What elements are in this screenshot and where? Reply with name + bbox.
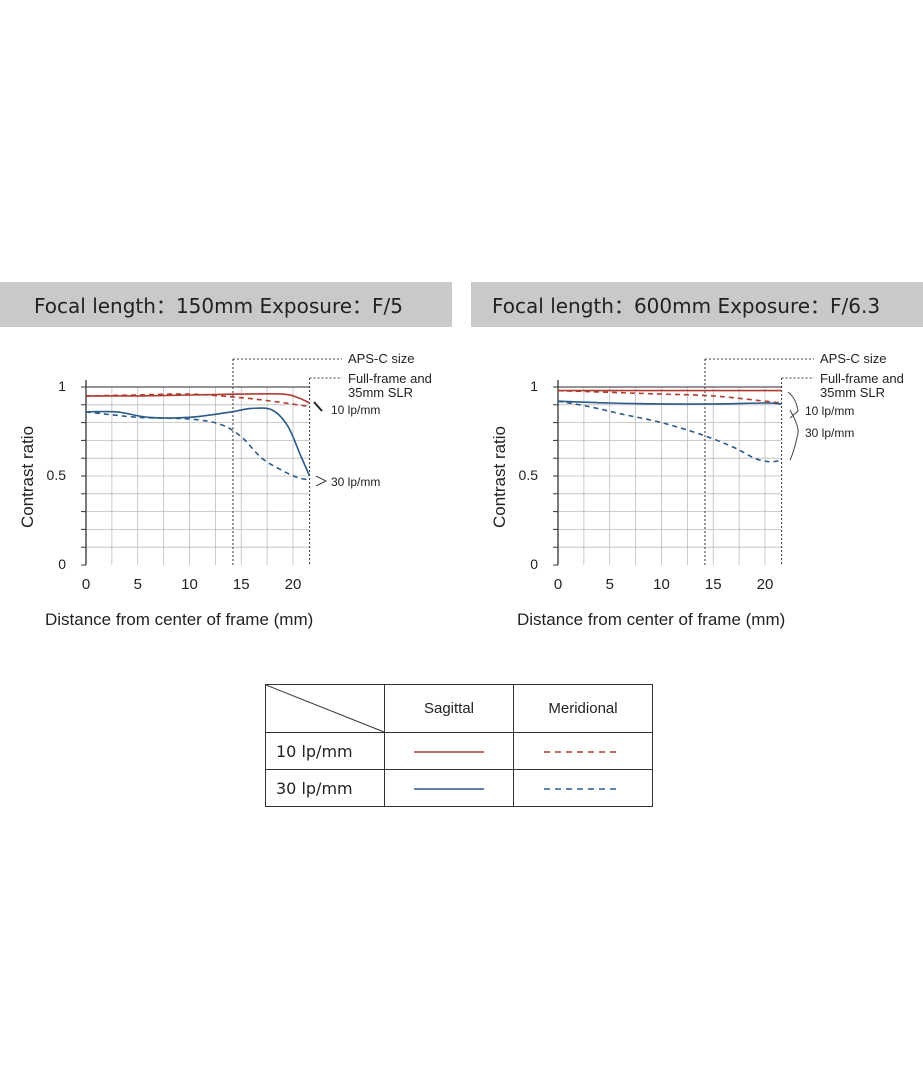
x-axis-title: Distance from center of frame (mm) [45,610,313,629]
legend-label-30lp: 30 lp/mm [265,769,385,807]
legend-swatch-10lp-meridional [513,732,653,770]
bracket-10lp [787,391,799,419]
curve-label-10lp: 10 lp/mm [331,403,380,417]
curve-label-30lp: 30 lp/mm [331,475,380,489]
series-line-30lp-sagittal [557,400,782,405]
y-axis-title: Contrast ratio [18,426,37,528]
y-tick-label: 0.5 [519,467,539,483]
chart-title-left: Focal length：150mm Exposure：F/5 [0,282,452,327]
x-tick-label: 0 [82,576,90,593]
pointer-arrow-30lp [315,475,328,487]
annotation-full-frame: Full-frame and 35mm SLR [348,371,432,400]
x-axis-title: Distance from center of frame (mm) [517,610,785,629]
y-tick-label: 0.5 [47,467,67,483]
curve-label-10lp: 10 lp/mm [805,404,854,418]
bracket-30lp [789,409,799,461]
series-line-10lp-meridional [85,393,310,408]
legend-swatch-10lp-sagittal [384,732,514,770]
legend-header-sagittal: Sagittal [384,684,514,733]
x-tick-label: 15 [705,576,722,593]
mtf-chart-150mm: APS-C size Full-frame and 35mm SLR 10 lp/mm… [18,351,432,629]
legend-table: Sagittal Meridional 10 lp/mm 30 lp/mm [265,684,653,807]
legend-header-row: Sagittal Meridional [265,684,653,733]
series-line-10lp-meridional [557,389,782,404]
legend-row-30lp: 30 lp/mm [265,769,653,807]
x-tick-label: 20 [285,576,302,593]
x-tick-label: 10 [653,576,670,593]
legend-label-10lp: 10 lp/mm [265,732,385,770]
legend-header-meridional: Meridional [513,684,653,733]
annotation-aps-c: APS-C size [820,351,886,366]
chart-title-right-text: Focal length：600mm Exposure：F/6.3 [492,294,881,318]
y-axis-title: Contrast ratio [490,426,509,528]
legend-swatch-30lp-sagittal [384,769,514,807]
diagonal-line-icon [266,685,384,732]
y-tick-label: 1 [58,378,66,394]
x-tick-label: 5 [606,576,614,593]
legend-corner-cell [265,684,385,733]
annotation-full-frame: Full-frame and 35mm SLR [820,371,904,400]
x-tick-label: 20 [757,576,774,593]
x-tick-label: 0 [554,576,562,593]
pointer-arrow-10lp [313,401,323,412]
legend-swatch-30lp-meridional [513,769,653,807]
series-line-30lp-meridional [557,400,782,463]
annotation-aps-c: APS-C size [348,351,414,366]
chart-title-left-text: Focal length：150mm Exposure：F/5 [34,294,403,318]
mtf-chart-600mm: APS-C size Full-frame and 35mm SLR 10 lp/mm… [490,351,904,629]
y-tick-label: 0 [530,556,538,572]
series-line-10lp-sagittal [85,393,310,404]
x-tick-label: 5 [134,576,142,593]
y-tick-label: 1 [530,378,538,394]
series-line-30lp-meridional [85,411,310,481]
curve-label-30lp: 30 lp/mm [805,426,854,440]
chart-title-right: Focal length：600mm Exposure：F/6.3 [471,282,923,327]
legend-row-10lp: 10 lp/mm [265,732,653,770]
x-tick-label: 15 [233,576,250,593]
series-line-30lp-sagittal [85,407,311,477]
x-tick-label: 10 [181,576,198,593]
y-tick-label: 0 [58,556,66,572]
